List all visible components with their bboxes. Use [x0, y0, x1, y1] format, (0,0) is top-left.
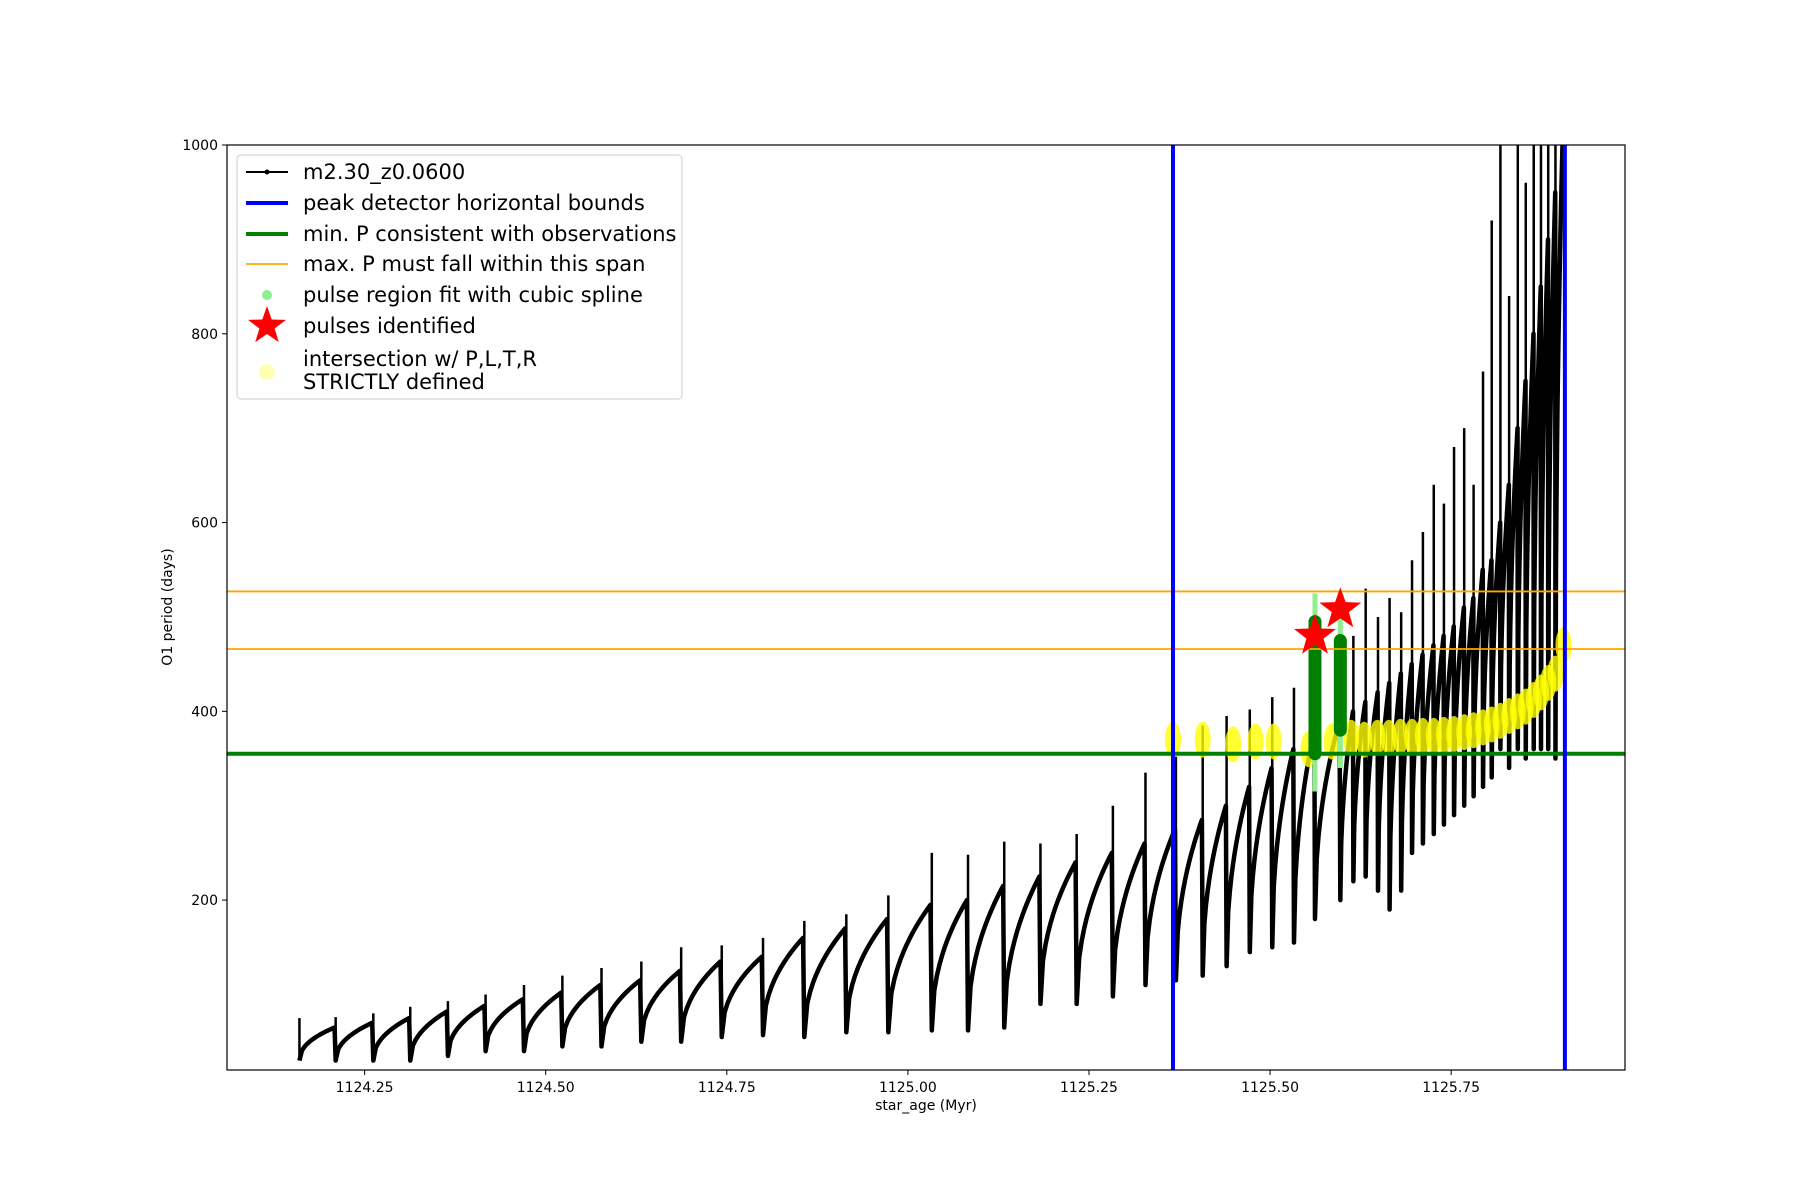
legend-handle-spline: [262, 290, 272, 300]
series-layer: [297, 145, 1565, 1063]
intersection-point: [1247, 723, 1264, 760]
intersection-point: [1356, 721, 1373, 758]
legend-label-pulses: pulses identified: [303, 314, 476, 338]
intersection-point: [1392, 718, 1409, 755]
intersection-point: [1194, 721, 1211, 758]
legend-box: [236, 154, 683, 400]
legend-label-spline: pulse region fit with cubic spline: [303, 283, 643, 307]
overlay-layer: [227, 145, 1625, 1070]
intersection-point: [1225, 726, 1242, 763]
y-tick-label: 800: [191, 327, 218, 343]
plot-area: [226, 144, 1626, 1071]
y-axis: 200 400 600 800 1000: [182, 138, 227, 909]
x-tick-label: 1125.25: [1060, 1080, 1118, 1096]
legend-label-max_p: max. P must fall within this span: [303, 252, 645, 276]
intersection-point: [1547, 655, 1564, 692]
x-axis: 1124.25 1124.50 1124.75 1125.00 1125.25 1125.…: [336, 1070, 1480, 1096]
legend-handle-pulses: [247, 306, 287, 343]
intersection-point: [1343, 719, 1360, 756]
x-tick-label: 1125.75: [1422, 1080, 1480, 1096]
intersection-point: [1380, 719, 1397, 756]
legend-label-bounds: peak detector horizontal bounds: [303, 191, 645, 215]
x-tick-label: 1125.00: [879, 1080, 937, 1096]
y-tick-label: 1000: [182, 138, 218, 154]
legend-label-intersection-line1: intersection w/ P,L,T,R: [303, 347, 537, 371]
intersection-point: [1369, 719, 1386, 756]
x-axis-label: star_age (Myr): [875, 1098, 977, 1114]
legend-handle-intersection: [259, 364, 275, 380]
x-tick-label: 1124.75: [698, 1080, 756, 1096]
pulse-star: [1294, 613, 1336, 654]
y-tick-label: 200: [191, 893, 218, 909]
legend-label-min_p: min. P consistent with observations: [303, 222, 676, 246]
legend-label-series: m2.30_z0.0600: [303, 160, 465, 185]
marker-layer: [1294, 587, 1362, 654]
legend-handle-series-marker: [264, 169, 270, 175]
x-tick-label: 1124.50: [517, 1080, 575, 1096]
y-tick-label: 400: [191, 704, 218, 720]
y-axis-label: O1 period (days): [160, 548, 176, 665]
x-tick-label: 1124.25: [336, 1080, 394, 1096]
y-tick-label: 600: [191, 516, 218, 532]
pulse-star: [1319, 587, 1362, 628]
plot-frame: [226, 144, 1626, 1071]
x-tick-label: 1125.50: [1241, 1080, 1299, 1096]
legend-label-intersection-line2: STRICTLY defined: [303, 370, 485, 394]
intersection-point: [1265, 723, 1282, 760]
